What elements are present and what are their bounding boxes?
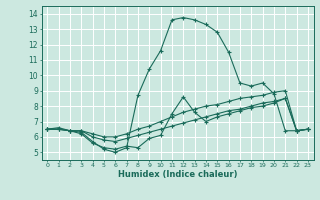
X-axis label: Humidex (Indice chaleur): Humidex (Indice chaleur) <box>118 170 237 179</box>
